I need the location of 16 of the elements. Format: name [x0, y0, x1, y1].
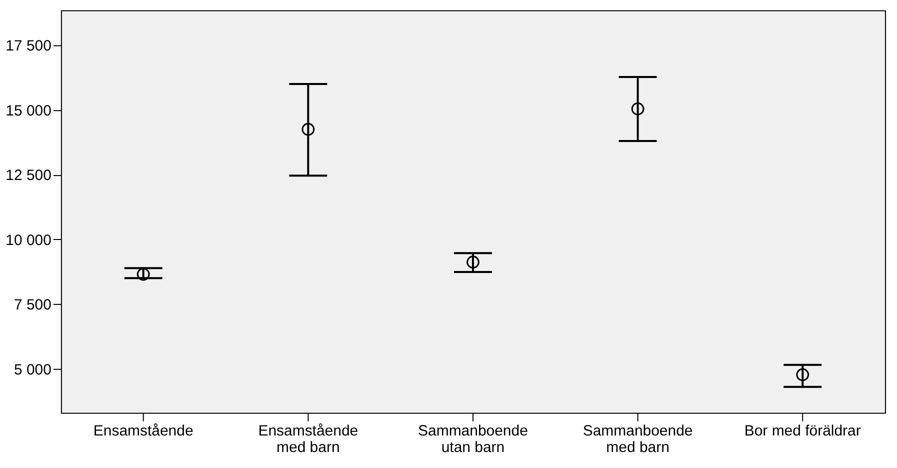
x-tick-label: Sammanboende utan barn — [418, 422, 528, 456]
x-tick-label: Sammanboende med barn — [582, 422, 693, 456]
point — [796, 368, 810, 382]
point — [466, 256, 480, 269]
y-tick-label: 17 500 — [6, 38, 52, 55]
x-tick-label: Ensamstående med barn — [258, 422, 358, 456]
y-tick-label: 7 500 — [14, 296, 52, 314]
y-tick-label: 12 500 — [6, 167, 52, 184]
point — [631, 102, 644, 116]
y-tick-label: 5 000 — [14, 361, 52, 378]
point — [302, 122, 315, 136]
y-tick-label: 15 000 — [6, 102, 52, 120]
point — [136, 268, 150, 281]
x-tick-label: Bor med föräldrar — [744, 422, 861, 440]
y-tick-label: 10 000 — [6, 232, 52, 249]
x-tick-label: Ensamstående — [93, 422, 194, 440]
